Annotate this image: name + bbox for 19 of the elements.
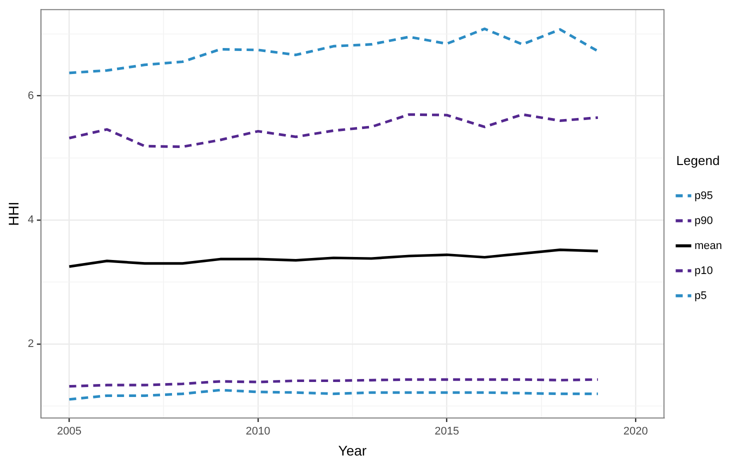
x-axis-title: Year <box>338 442 367 458</box>
legend-label: p90 <box>694 214 713 227</box>
legend-label: mean <box>694 240 722 252</box>
line-series <box>68 113 600 148</box>
x-tick-label: 2010 <box>246 426 270 438</box>
x-tick-label: 2020 <box>623 426 648 438</box>
line-series <box>68 378 600 388</box>
x-tick-label: 2015 <box>434 426 460 438</box>
line-series <box>68 28 600 74</box>
y-tick-label: 6 <box>28 90 34 102</box>
line-series <box>68 388 600 401</box>
y-tick-label: 4 <box>28 214 34 226</box>
y-axis-title: HHI <box>5 202 22 226</box>
y-tick-label: 2 <box>28 338 34 350</box>
x-tick-label: 2005 <box>56 426 82 438</box>
legend-label: p10 <box>694 264 713 277</box>
legend-label: p5 <box>694 290 707 302</box>
legend-label: p95 <box>694 190 713 202</box>
legend-title: Legend <box>676 152 720 168</box>
